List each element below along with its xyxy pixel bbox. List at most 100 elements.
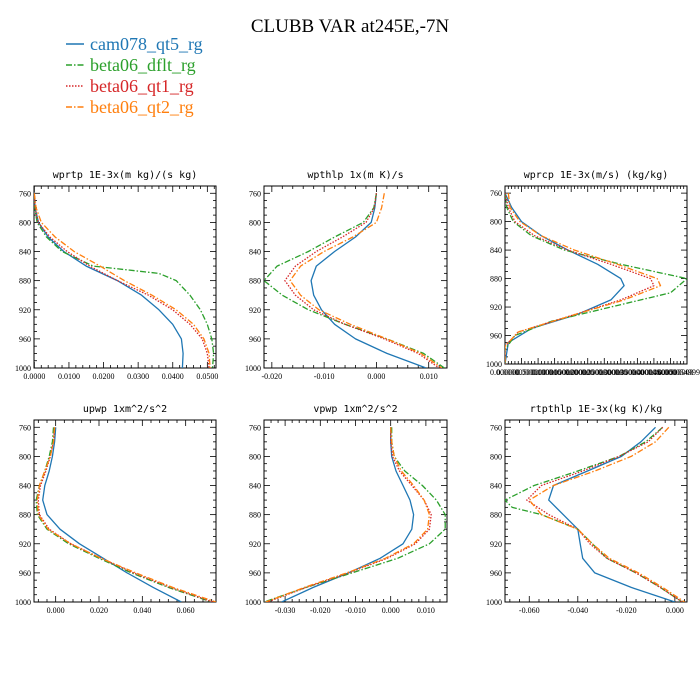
legend-label: beta06_qt1_rg xyxy=(90,76,194,96)
y-tick-label: 1000 xyxy=(486,598,502,607)
y-tick-label: 880 xyxy=(490,511,502,520)
x-tick-label: 0.0300 xyxy=(127,372,149,381)
x-tick-label: -0.020 xyxy=(616,606,637,615)
y-tick-label: 1000 xyxy=(15,364,31,373)
x-tick-label: 0.0500 xyxy=(196,372,218,381)
series-line-beta06_qt1_rg xyxy=(34,193,210,368)
x-tick-label: 0.000 xyxy=(382,606,400,615)
panel-title: rtpthlp 1E-3x(kg K)/kg xyxy=(530,404,662,415)
chart-panel: upwp 1xm^2/s^2 760 800 840 880 920 960 1000 0.00… xyxy=(15,404,217,615)
x-tick-label: -0.060 xyxy=(519,606,540,615)
y-tick-label: 760 xyxy=(249,189,261,198)
y-tick-label: 880 xyxy=(19,277,31,286)
plot-frame xyxy=(504,419,688,603)
chart-panel: wprtp 1E-3x(m kg)/(s kg) 760 800 840 880 920 9… xyxy=(15,170,218,381)
x-tick-label: 0.010 xyxy=(417,606,435,615)
y-tick-label: 920 xyxy=(490,540,502,549)
x-tick-label: 0.0000150000 xyxy=(532,368,578,377)
plot-frame xyxy=(504,185,688,365)
y-tick-label: 960 xyxy=(490,332,502,341)
y-tick-label: 880 xyxy=(249,277,261,286)
x-tick-label: 0.000000 xyxy=(490,368,520,377)
panel-title: vpwp 1xm^2/s^2 xyxy=(313,404,397,415)
y-tick-label: 1000 xyxy=(245,364,261,373)
chart-panel: wpthlp 1x(m K)/s7608008408809209601000-0… xyxy=(245,170,448,381)
legend: cam078_qt5_rgbeta06_dflt_rgbeta06_qt1_rg… xyxy=(66,34,203,117)
y-tick-label: 920 xyxy=(490,303,502,312)
x-tick-label: 0.0000500000 xyxy=(647,368,693,377)
series-line-beta06_qt1_rg xyxy=(526,426,683,602)
chart-panel: wprcp 1E-3x(m/s) (kg/kg) 760 800 840 880 920 9… xyxy=(486,170,700,377)
x-tick-label: 0.00000500000 xyxy=(497,368,547,377)
series-line-beta06_dflt_rg xyxy=(505,426,683,602)
panel-title: upwp 1xm^2/s^2 xyxy=(83,404,167,415)
x-tick-label: -0.020 xyxy=(262,372,283,381)
figure-title: CLUBB VAR at245E,-7N xyxy=(251,16,450,37)
series-line-beta06_dflt_rg xyxy=(264,427,446,602)
series-group xyxy=(264,427,446,602)
series-line-cam078_qt5_rg xyxy=(310,193,427,368)
series-line-beta06_qt2_rg xyxy=(528,426,685,602)
y-tick-label: 920 xyxy=(19,306,31,315)
x-tick-label: 0.0200 xyxy=(93,372,115,381)
series-line-beta06_qt2_rg xyxy=(289,193,443,368)
y-tick-label: 800 xyxy=(249,452,261,461)
y-tick-label: 840 xyxy=(249,482,261,491)
y-tick-label: 1000 xyxy=(245,598,261,607)
x-tick-label: 0.020 xyxy=(90,606,108,615)
y-tick-label: 1000 xyxy=(486,360,502,369)
plot-frame xyxy=(33,185,217,369)
x-tick-label: 0.0100 xyxy=(58,372,80,381)
y-tick-label: 800 xyxy=(490,452,502,461)
x-tick-label: 0.000 xyxy=(47,606,65,615)
x-tick-label: -0.020 xyxy=(310,606,331,615)
x-tick-label: 0.0400 xyxy=(162,372,184,381)
y-tick-label: 760 xyxy=(19,189,31,198)
x-tick-label: 0.0000549999900 xyxy=(658,368,700,377)
plot-frame xyxy=(263,185,448,369)
y-tick-label: 840 xyxy=(249,248,261,257)
y-tick-label: 920 xyxy=(249,306,261,315)
y-tick-label: 960 xyxy=(490,569,502,578)
panel-title: wpthlp 1x(m K)/s xyxy=(307,170,403,181)
y-tick-label: 1000 xyxy=(15,598,31,607)
y-tick-label: 960 xyxy=(249,335,261,344)
x-tick-label: 0.0000100000 xyxy=(515,368,561,377)
chart-panel: rtpthlp 1E-3x(kg K)/kg 760 800 840 880 920 960… xyxy=(486,404,688,615)
y-tick-label: 880 xyxy=(19,511,31,520)
series-group xyxy=(505,192,687,364)
plot-frame xyxy=(263,419,448,603)
legend-entry: cam078_qt5_rg xyxy=(66,34,203,54)
series-line-beta06_qt2_rg xyxy=(505,193,662,364)
series-line-beta06_qt2_rg xyxy=(265,427,431,602)
y-tick-label: 920 xyxy=(249,540,261,549)
series-line-beta06_qt1_rg xyxy=(284,193,440,368)
chart-panels: wprtp 1E-3x(m kg)/(s kg) 760 800 840 880 920 9… xyxy=(15,170,700,615)
x-tick-label: 0.0000450000 xyxy=(631,368,677,377)
legend-entry: beta06_dflt_rg xyxy=(66,55,196,75)
series-line-cam078_qt5_rg xyxy=(505,192,625,364)
y-tick-label: 840 xyxy=(19,248,31,257)
y-tick-label: 800 xyxy=(490,218,502,227)
legend-label: beta06_qt2_rg xyxy=(90,97,194,117)
series-line-beta06_qt2_rg xyxy=(34,193,211,368)
plot-frame xyxy=(33,419,217,603)
series-line-cam078_qt5_rg xyxy=(34,193,184,368)
series-line-cam078_qt5_rg xyxy=(42,427,182,602)
y-tick-label: 760 xyxy=(490,189,502,198)
x-tick-label: -0.010 xyxy=(345,606,366,615)
series-group xyxy=(505,426,685,602)
x-tick-label: 0.0000350000 xyxy=(598,368,644,377)
series-line-beta06_qt2_rg xyxy=(36,427,216,602)
series-group xyxy=(35,427,216,602)
x-tick-label: 0.0000300000 xyxy=(581,368,627,377)
series-line-beta06_dflt_rg xyxy=(505,193,687,364)
x-tick-label: 0.060 xyxy=(177,606,195,615)
x-tick-label: -0.040 xyxy=(567,606,588,615)
series-line-beta06_dflt_rg xyxy=(34,193,215,368)
y-tick-label: 760 xyxy=(490,423,502,432)
x-tick-label: 0.000 xyxy=(666,606,684,615)
legend-label: cam078_qt5_rg xyxy=(90,34,203,54)
x-tick-label: 0.0000400000 xyxy=(614,368,660,377)
